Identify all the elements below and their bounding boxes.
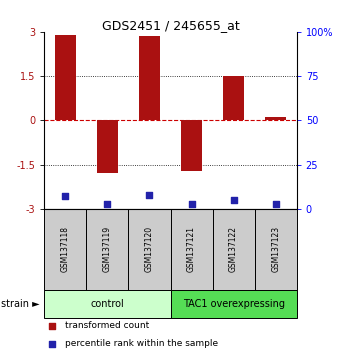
Point	[189, 201, 194, 206]
Text: GSM137120: GSM137120	[145, 226, 154, 272]
Text: strain ►: strain ►	[1, 299, 39, 309]
Bar	[223, 76, 244, 120]
Point	[231, 197, 236, 203]
Bar	[97, 120, 118, 173]
Bar	[170, 209, 212, 290]
Bar	[139, 36, 160, 120]
Point	[147, 192, 152, 198]
Bar	[170, 290, 297, 318]
Bar	[44, 209, 86, 290]
Point	[237, 107, 242, 113]
Point	[63, 194, 68, 199]
Bar	[255, 209, 297, 290]
Text: GSM137118: GSM137118	[61, 226, 70, 272]
Text: GSM137123: GSM137123	[271, 226, 280, 272]
Title: GDS2451 / 245655_at: GDS2451 / 245655_at	[102, 19, 239, 32]
Bar	[181, 120, 202, 171]
Bar	[265, 118, 286, 120]
Text: GSM137122: GSM137122	[229, 226, 238, 272]
Point	[105, 201, 110, 206]
Bar	[129, 209, 170, 290]
Text: transformed count: transformed count	[64, 321, 149, 330]
Bar	[86, 209, 129, 290]
Point	[273, 201, 278, 206]
Text: GSM137119: GSM137119	[103, 226, 112, 272]
Bar	[55, 35, 76, 120]
Text: percentile rank within the sample: percentile rank within the sample	[64, 339, 218, 348]
Point	[237, 272, 242, 277]
Text: TAC1 overexpressing: TAC1 overexpressing	[182, 299, 285, 309]
Bar	[212, 209, 255, 290]
Bar	[44, 290, 170, 318]
Text: control: control	[91, 299, 124, 309]
Text: GSM137121: GSM137121	[187, 226, 196, 272]
